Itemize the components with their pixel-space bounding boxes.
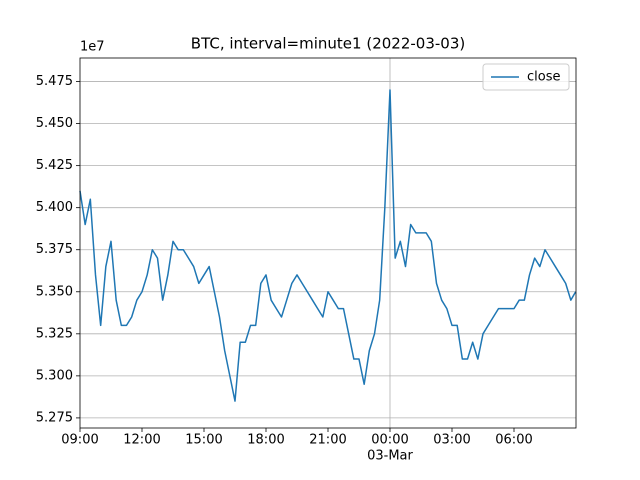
y-tick-label: 5.450 [36, 116, 73, 131]
x-tick-label: 00:00 [371, 433, 408, 448]
y-tick-label: 5.400 [36, 200, 73, 215]
y-tick-label: 5.325 [36, 326, 73, 341]
x-tick-label: 03:00 [433, 433, 470, 448]
x-date-label: 03-Mar [367, 449, 413, 464]
line-series [79, 89, 577, 402]
legend-box [482, 63, 570, 91]
x-tick-label: 06:00 [495, 433, 532, 448]
x-tick-label: 21:00 [309, 433, 346, 448]
chart-title: BTC, interval=minute1 (2022-03-03) [191, 35, 465, 53]
x-tick-label: 12:00 [123, 433, 160, 448]
plot-frame [79, 57, 577, 429]
offset-label: 1e7 [80, 40, 105, 55]
x-tick-label: 15:00 [185, 433, 222, 448]
y-tick-label: 5.275 [36, 410, 73, 425]
y-tick-label: 5.375 [36, 242, 73, 257]
legend-label: close [527, 70, 560, 85]
y-tick-label: 5.350 [36, 284, 73, 299]
y-tick-label: 5.425 [36, 158, 73, 173]
x-tick-label: 18:00 [247, 433, 284, 448]
y-tick-label: 5.300 [36, 368, 73, 383]
y-tick-label: 5.475 [36, 74, 73, 89]
x-tick-label: 09:00 [61, 433, 98, 448]
